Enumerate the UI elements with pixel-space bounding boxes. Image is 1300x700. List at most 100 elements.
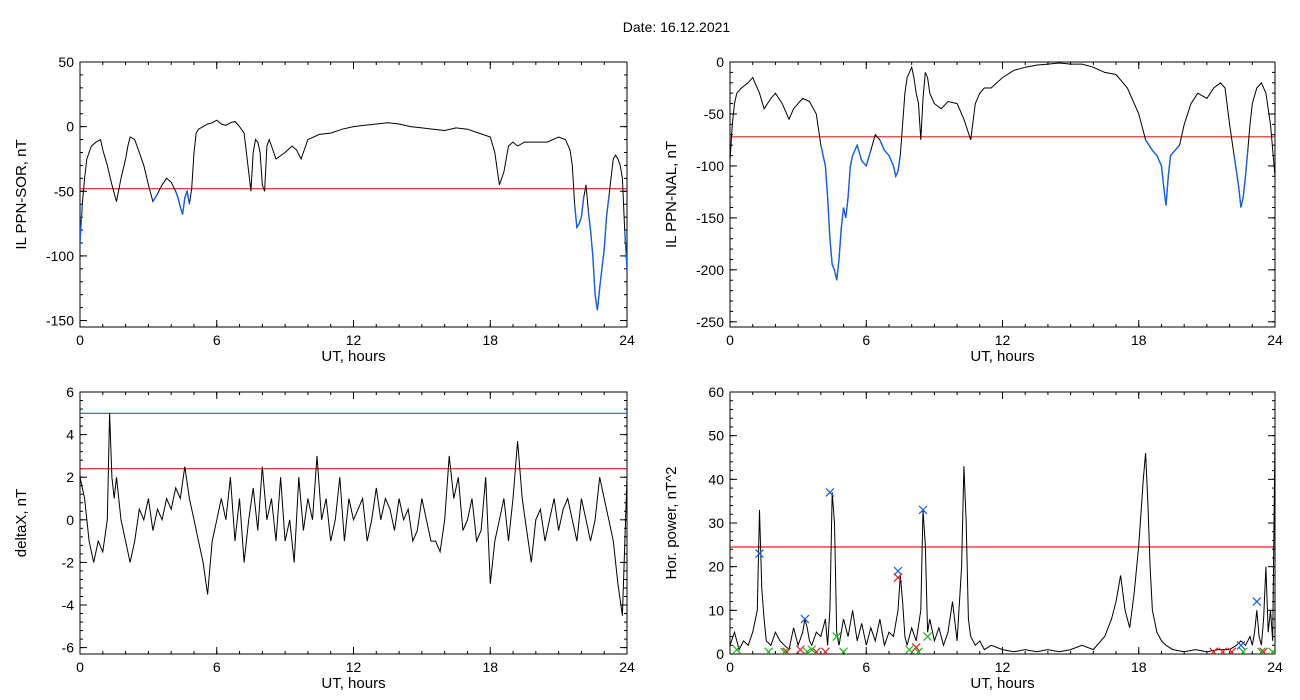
below-threshold-segment <box>175 191 179 198</box>
below-threshold-segment <box>601 249 605 269</box>
y-tick-label: 0 <box>66 512 74 528</box>
x-tick-label: 12 <box>346 659 362 675</box>
marker-green <box>732 645 742 654</box>
plot-frame <box>729 391 1276 655</box>
below-threshold-segment <box>849 155 854 167</box>
x-tick-label: 18 <box>482 659 498 675</box>
below-threshold-segment <box>1151 149 1158 156</box>
marker-red <box>795 645 805 654</box>
x-tick-label: 6 <box>862 659 870 675</box>
marker-red <box>782 647 792 654</box>
chart-panel-2: 0 6 12 18 24 -250 -200 -150 -100 -50 0 UT, hours IL … <box>663 54 1283 365</box>
marker-green <box>914 647 923 654</box>
plot-area <box>730 435 1275 654</box>
y-tick-label: 0 <box>66 119 74 135</box>
below-threshold-segment <box>573 204 578 228</box>
marker-green <box>904 645 914 654</box>
marker-green <box>1256 647 1266 654</box>
below-threshold-segment <box>892 165 897 177</box>
x-tick-label: 0 <box>726 659 734 675</box>
below-threshold-segment <box>845 197 849 218</box>
y-tick-label: -150 <box>696 210 724 226</box>
below-threshold-segment <box>895 170 899 177</box>
y-tick-label: -100 <box>46 248 74 264</box>
marker-green <box>1268 647 1275 654</box>
marker-blue <box>1236 640 1246 650</box>
x-tick-label: 18 <box>1131 659 1147 675</box>
below-threshold-segment <box>596 288 601 311</box>
marker-blue <box>893 566 903 576</box>
below-threshold-segment <box>1156 155 1163 167</box>
below-threshold-segment <box>152 193 159 202</box>
x-tick-label: 6 <box>862 332 870 348</box>
below-threshold-segment <box>865 150 872 167</box>
y-tick-label: 2 <box>66 469 74 485</box>
marker-red <box>1259 647 1269 654</box>
x-tick-label: 12 <box>995 659 1011 675</box>
x-tick-label: 18 <box>1131 332 1147 348</box>
y-tick-label: 0 <box>716 646 724 662</box>
marker-green <box>832 632 842 641</box>
below-threshold-segment <box>879 139 886 151</box>
below-threshold-segment <box>883 149 890 156</box>
y-tick-label: -6 <box>62 640 75 656</box>
below-threshold-segment <box>605 197 610 218</box>
x-tick-label: 24 <box>1267 659 1283 675</box>
below-threshold-segment <box>186 191 191 205</box>
below-threshold-segment <box>580 197 585 218</box>
y-tick-label: -2 <box>62 554 75 570</box>
below-threshold-segment <box>1233 155 1240 187</box>
marker-blue <box>800 614 810 624</box>
x-axis-label: UT, hours <box>321 348 385 365</box>
below-threshold-segment <box>1144 139 1153 151</box>
y-tick-label: 40 <box>708 471 724 487</box>
y-tick-label: 50 <box>58 54 74 70</box>
plot-frame <box>79 61 628 328</box>
plot-area <box>80 119 627 311</box>
below-threshold-segment <box>888 155 895 167</box>
x-tick-label: 24 <box>619 332 635 348</box>
below-threshold-segment <box>897 155 902 172</box>
below-threshold-segment <box>824 165 829 198</box>
marker-red <box>820 647 830 654</box>
below-threshold-segment <box>826 197 831 239</box>
x-tick-label: 12 <box>995 332 1011 348</box>
y-tick-label: 4 <box>66 427 74 443</box>
below-threshold-segment <box>576 223 580 228</box>
chart-panel-1: 0 6 12 18 24 -150 -100 -50 0 50 UT, hours IL PPN-SO… <box>13 54 635 365</box>
marker-green <box>839 647 848 654</box>
data-line <box>730 435 1275 653</box>
plot-frame <box>79 391 628 655</box>
plot-area <box>80 412 627 616</box>
below-threshold-segment <box>1170 149 1176 156</box>
x-axis-label: UT, hours <box>970 348 1034 365</box>
y-tick-label: 0 <box>716 54 724 70</box>
below-threshold-segment <box>840 207 845 229</box>
marker-blue <box>918 505 928 515</box>
marker-red <box>893 573 903 583</box>
below-threshold-segment <box>829 238 833 265</box>
below-threshold-segment <box>1242 176 1247 198</box>
x-tick-label: 6 <box>213 332 221 348</box>
below-threshold-segment <box>1237 186 1242 208</box>
x-tick-label: 0 <box>76 659 84 675</box>
below-threshold-segment <box>831 264 836 271</box>
below-threshold-segment <box>856 144 863 161</box>
y-axis-label: deltaX, nT <box>13 489 30 557</box>
x-tick-label: 0 <box>76 332 84 348</box>
y-tick-label: -50 <box>54 183 74 199</box>
marker-red <box>911 643 921 652</box>
x-tick-label: 24 <box>1267 332 1283 348</box>
y-axis-label: Hor. power, nT^2 <box>663 467 680 580</box>
x-axis-label: UT, hours <box>321 675 385 692</box>
y-tick-label: 10 <box>708 602 724 618</box>
below-threshold-segment <box>1160 165 1165 187</box>
y-tick-label: -50 <box>704 106 724 122</box>
below-threshold-segment <box>861 160 867 167</box>
marker-red <box>1218 647 1228 654</box>
x-axis-label: UT, hours <box>970 675 1034 692</box>
below-threshold-segment <box>578 216 583 224</box>
marker-green <box>780 647 789 654</box>
below-threshold-segment <box>592 255 596 295</box>
